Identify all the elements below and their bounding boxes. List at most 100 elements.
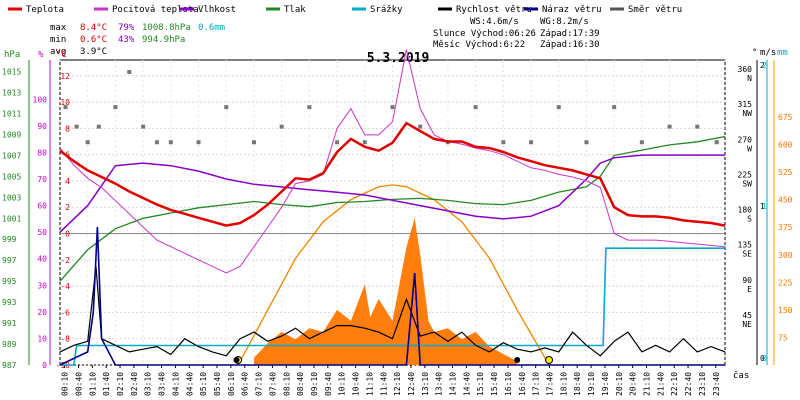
rain-tick-label: 2 bbox=[762, 61, 767, 70]
rain-tick-label: 0 bbox=[762, 354, 767, 363]
info-ws: WS:4.6m/s bbox=[470, 17, 519, 27]
x-tick-label: 15:10 bbox=[476, 372, 485, 396]
x-tick-label: 09:10 bbox=[310, 372, 319, 396]
direction-tick-label: SW bbox=[742, 179, 752, 188]
chart-title: 5.3.2019 bbox=[367, 51, 430, 66]
x-tick-label: 14:40 bbox=[462, 372, 471, 396]
wind-direction-point bbox=[154, 140, 159, 145]
wind-direction-point bbox=[612, 105, 617, 110]
wind-direction-point bbox=[63, 105, 68, 110]
x-tick-label: 23:10 bbox=[698, 372, 707, 396]
wind-speed-line bbox=[59, 266, 726, 357]
solar-tick-label: 525 bbox=[778, 168, 793, 177]
direction-tick-label: N bbox=[747, 74, 752, 83]
stat-min-temp: 0.6°C bbox=[80, 35, 107, 45]
pressure-tick-label: 997 bbox=[2, 256, 17, 265]
stat-max-temp: 8.4°C bbox=[80, 23, 107, 33]
temperature-tick-label: -2 bbox=[60, 256, 70, 265]
x-tick-label: 00:40 bbox=[74, 372, 83, 396]
direction-tick-label: 225 bbox=[738, 170, 753, 179]
wind-direction-point bbox=[224, 105, 229, 110]
solar-tick-label: 75 bbox=[778, 333, 788, 342]
humidity-tick-label: 70 bbox=[37, 175, 47, 184]
wind-direction-point bbox=[695, 124, 700, 129]
solar-tick-label: 450 bbox=[778, 196, 793, 205]
stat-max-rain: 0.6mm bbox=[198, 23, 225, 33]
solar-tick-label: 225 bbox=[778, 278, 793, 287]
moonrise-marker bbox=[233, 357, 240, 363]
axis-title-ms: m/s bbox=[760, 48, 776, 58]
pressure-tick-label: 1009 bbox=[2, 130, 21, 139]
wind-direction-point bbox=[501, 140, 506, 145]
wind-direction-point bbox=[74, 124, 79, 129]
temperature-tick-label: -8 bbox=[60, 335, 70, 344]
x-tick-label: 03:40 bbox=[158, 372, 167, 396]
sun-moon-info: WS:4.6m/s WG:8.2m/s Slunce Východ:06:26 … bbox=[433, 17, 600, 50]
x-tick-label: 21:10 bbox=[642, 372, 651, 396]
humidity-tick-label: 10 bbox=[37, 334, 47, 343]
x-tick-label: 16:10 bbox=[504, 372, 513, 396]
temperature-tick-label: 8 bbox=[65, 124, 70, 133]
temperature-tick-label: -6 bbox=[60, 308, 70, 317]
pressure-tick-label: 999 bbox=[2, 235, 17, 244]
x-tick-label: 08:40 bbox=[296, 372, 305, 396]
x-tick-label: 10:10 bbox=[338, 372, 347, 396]
pressure-tick-label: 1011 bbox=[2, 109, 21, 118]
humidity-tick-label: 0 bbox=[42, 361, 47, 370]
x-tick-label: 14:10 bbox=[449, 372, 458, 396]
x-tick-label: 22:40 bbox=[684, 372, 693, 396]
temperature-tick-label: -4 bbox=[60, 282, 70, 291]
legend-label: Směr větru bbox=[628, 5, 682, 15]
axis-title-deg: ° bbox=[752, 48, 757, 58]
stat-avg-label: avg bbox=[50, 47, 66, 57]
legend-label: Vlhkost bbox=[198, 5, 236, 15]
x-tick-label: 10:40 bbox=[352, 372, 361, 396]
x-tick-label: 21:40 bbox=[656, 372, 665, 396]
axis-titles: hPa % °C ° m/s mm čas bbox=[4, 48, 788, 381]
x-tick-label: 09:40 bbox=[324, 372, 333, 396]
x-tick-label: 11:10 bbox=[365, 372, 374, 396]
wind-direction-point bbox=[141, 124, 146, 129]
humidity-tick-label: 50 bbox=[37, 228, 47, 237]
x-tick-label: 07:10 bbox=[255, 372, 264, 396]
x-tick-label: 12:10 bbox=[393, 372, 402, 396]
x-tick-label: 18:10 bbox=[559, 372, 568, 396]
wind-direction-point bbox=[667, 124, 672, 129]
wind-direction-point bbox=[639, 140, 644, 145]
x-tick-label: 12:40 bbox=[407, 372, 416, 396]
x-tick-label: 04:40 bbox=[185, 372, 194, 396]
x-tick-label: 16:40 bbox=[518, 372, 527, 396]
wind-gust-line bbox=[59, 226, 725, 366]
x-tick-label: 04:10 bbox=[171, 372, 180, 396]
temperature-tick-label: 0 bbox=[65, 230, 70, 239]
x-tick-label: 02:40 bbox=[130, 372, 139, 396]
solar-tick-label: 150 bbox=[778, 306, 793, 315]
wind-direction-point bbox=[473, 105, 478, 110]
wind-direction-point bbox=[335, 140, 340, 145]
temperature-tick-label: 12 bbox=[60, 72, 70, 81]
left-axes: 1015 1013 1011 1009 1007 1005 1003 1001 999 997 99… bbox=[2, 60, 70, 370]
wind-direction-point bbox=[418, 124, 423, 129]
humidity-tick-label: 80 bbox=[37, 148, 47, 157]
direction-tick-label: 270 bbox=[738, 135, 753, 144]
wind-direction-point bbox=[168, 140, 173, 145]
x-tick-label: 15:40 bbox=[490, 372, 499, 396]
wind-direction-point bbox=[390, 105, 395, 110]
direction-tick-label: E bbox=[747, 285, 752, 294]
stat-max-label: max bbox=[50, 23, 67, 33]
wind-direction-point bbox=[529, 140, 534, 145]
direction-tick-label: 315 bbox=[738, 100, 753, 109]
direction-tick-label: NW bbox=[742, 109, 752, 118]
x-tick-label: 20:40 bbox=[629, 372, 638, 396]
x-tick-label: 05:10 bbox=[199, 372, 208, 396]
humidity-tick-label: 40 bbox=[37, 255, 47, 264]
stat-min-hum: 43% bbox=[118, 35, 135, 45]
axis-title-mm: mm bbox=[777, 48, 788, 58]
x-tick-label: 17:10 bbox=[532, 372, 541, 396]
x-tick-label: 19:40 bbox=[601, 372, 610, 396]
right-axes: 360N315NW270W225SW180S135SE90E45NE210210… bbox=[738, 60, 793, 365]
pressure-tick-label: 1003 bbox=[2, 193, 21, 202]
solar-tick-label: 600 bbox=[778, 141, 793, 150]
humidity-tick-label: 20 bbox=[37, 308, 47, 317]
x-tick-label: 01:10 bbox=[88, 372, 97, 396]
